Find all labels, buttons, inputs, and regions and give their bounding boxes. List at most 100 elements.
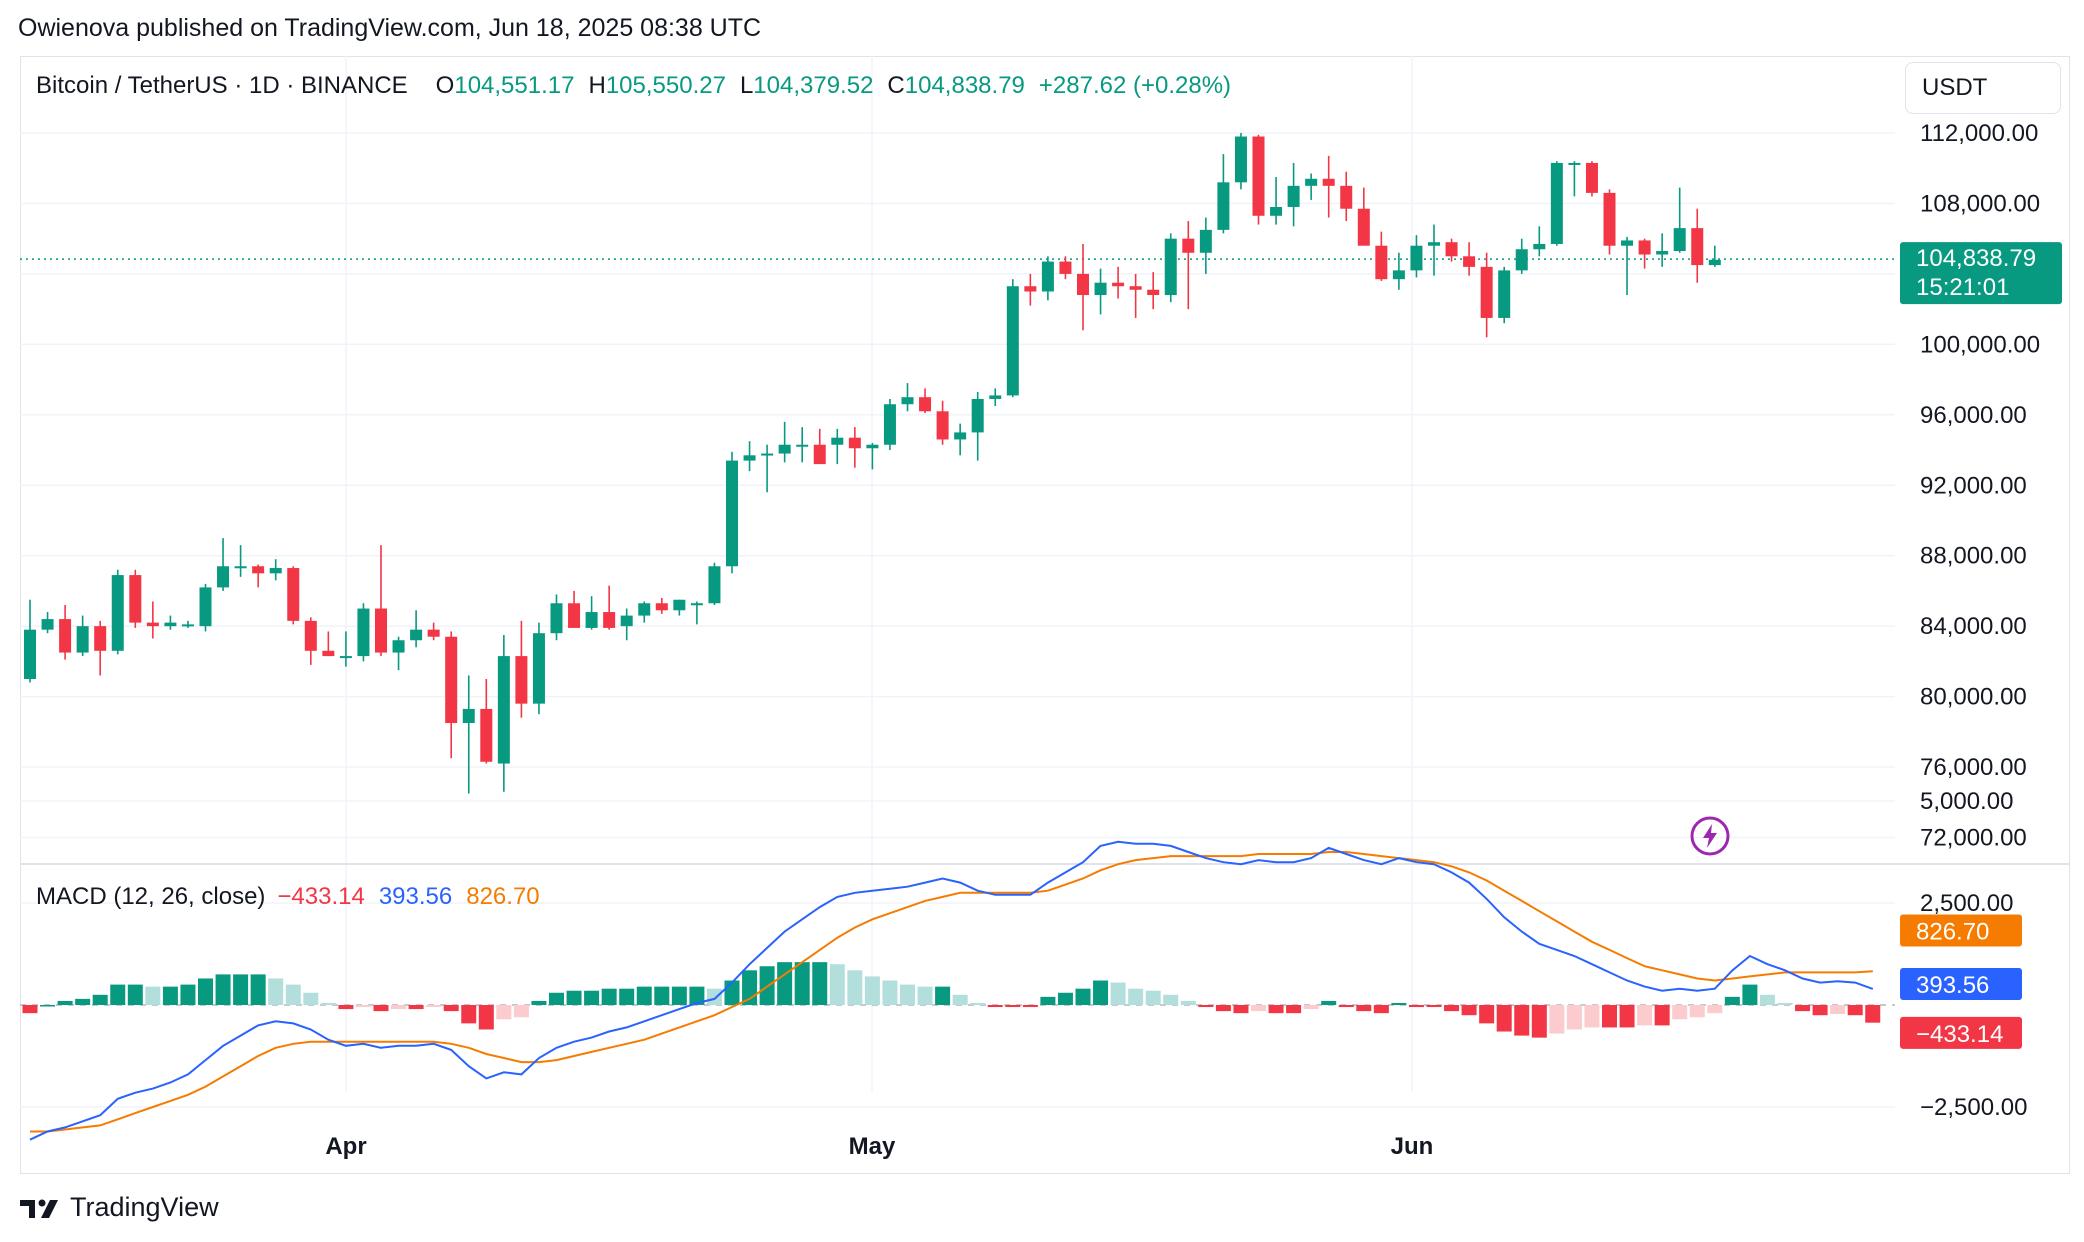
macd-histogram-bar [303, 992, 319, 1005]
open-value: 104,551.17 [454, 72, 575, 99]
currency-unit-selector[interactable]: USDT [1905, 62, 2061, 114]
price-axis-label: 72,000.00 [1920, 825, 2027, 852]
time-axis-label: Apr [325, 1133, 366, 1160]
macd-histogram-bar [1338, 1005, 1354, 1008]
axis-labels-group: 112,000.00 108,000.00 100,000.00 96,000.00 9… [325, 120, 2062, 1160]
candle-body [1515, 249, 1528, 271]
macd-histogram-bar [864, 976, 880, 1005]
candle-body [445, 636, 458, 724]
macd-histogram-bar [1321, 1000, 1337, 1005]
macd-histogram-bar [1531, 1005, 1547, 1038]
candle-body [708, 566, 721, 604]
macd-histogram-bar [127, 984, 143, 1005]
candle-body [761, 453, 774, 456]
macd-histogram-bar [1637, 1005, 1653, 1026]
candle-body [778, 444, 791, 454]
candle-body [1129, 286, 1142, 290]
candle-body [1059, 261, 1072, 274]
price-axis-label: 100,000.00 [1920, 331, 2040, 358]
candle-body [1480, 266, 1493, 318]
macd-histogram-bar [1303, 1005, 1319, 1010]
candle-body [638, 603, 651, 616]
candle-body [375, 608, 387, 653]
macd-histogram-bar [461, 1005, 477, 1024]
macd-histogram-bar [1268, 1005, 1284, 1014]
macd-histogram-bar [1724, 996, 1740, 1005]
candle-body [901, 397, 914, 405]
candle-body [690, 603, 703, 606]
macd-histogram-bar [1093, 980, 1109, 1005]
macd-title[interactable]: MACD (12, 26, close) [36, 883, 266, 910]
candle-body [339, 656, 352, 659]
candle-body [813, 444, 826, 465]
macd-histogram-bar [1356, 1005, 1372, 1012]
candle-body [726, 460, 738, 567]
macd-histogram-bar [355, 1005, 371, 1008]
ohlc-legend: Bitcoin / TetherUS · 1D · BINANCE O104,55… [36, 72, 1231, 100]
candle-body [1708, 259, 1721, 266]
macd-histogram-bar [566, 990, 582, 1005]
symbol-line[interactable]: Bitcoin / TetherUS · 1D · BINANCE [36, 72, 408, 99]
candle-body [603, 612, 616, 628]
candle-body [620, 615, 633, 627]
candle-body [883, 404, 896, 445]
lightning-icon[interactable] [1690, 816, 1730, 856]
candle-body [287, 568, 300, 621]
candle-body [1094, 282, 1107, 296]
macd-histogram-bar [777, 962, 793, 1005]
footer-brand[interactable]: TradingView [20, 1192, 219, 1223]
candle-body [1112, 282, 1125, 287]
candle-body [1305, 178, 1318, 186]
macd-histogram-bar [1707, 1005, 1723, 1014]
macd-histogram-bar [110, 984, 126, 1005]
macd-histogram-bar [1514, 1005, 1530, 1036]
macd-histogram-bar [706, 988, 722, 1005]
macd-histogram-bar [917, 986, 933, 1005]
macd-signal-tag-value: 826.70 [1916, 918, 1989, 945]
macd-histogram-bar [1128, 988, 1144, 1005]
macd-histogram-bar [1672, 1005, 1688, 1020]
close-label: C [887, 72, 905, 99]
macd-histogram-bar [531, 1000, 547, 1005]
candle-body [919, 397, 932, 412]
macd-histogram-bar [443, 1005, 459, 1012]
candle-body [936, 411, 949, 440]
candle-body [1568, 162, 1581, 165]
candle-body [1322, 178, 1335, 186]
close-value: 104,838.79 [904, 72, 1025, 99]
candle-body [1217, 182, 1230, 230]
candle-body [848, 437, 861, 449]
macd-histogram-bar [391, 1005, 407, 1010]
candle-body [24, 629, 36, 679]
grid-lines [20, 56, 2070, 1108]
price-axis-label: 96,000.00 [1920, 402, 2027, 429]
candle-body [410, 629, 423, 641]
price-axis-label: 108,000.00 [1920, 190, 2040, 217]
candle-body [971, 398, 984, 433]
macd-histogram-bar [1022, 1005, 1038, 1008]
last-price-tag-value: 104,838.79 [1916, 245, 2036, 272]
macd-histogram-bar [1795, 1005, 1811, 1012]
candle-body [1691, 228, 1704, 266]
macd-lines-group [29, 840, 1874, 1141]
candle-body [164, 622, 177, 627]
macd-histogram-bar [987, 1005, 1003, 1008]
macd-histogram-bar [496, 1005, 512, 1020]
candle-body [1533, 243, 1546, 250]
macd-histogram-bar [584, 990, 600, 1005]
publish-line: Owienova published on TradingView.com, J… [18, 14, 762, 42]
candle-body [743, 455, 756, 461]
candle-body [1638, 240, 1651, 255]
candle-body [199, 587, 212, 627]
macd-histogram-bar [549, 992, 564, 1005]
macd-axis-label: 2,500.00 [1920, 890, 2013, 917]
candle-body [550, 603, 563, 634]
macd-histogram-bar [882, 980, 898, 1005]
candle-body [111, 575, 124, 651]
candle-body [1392, 270, 1405, 280]
candle-body [1498, 270, 1511, 318]
candle-body [1252, 136, 1265, 216]
tradingview-logo-icon [20, 1199, 58, 1218]
macd-histogram-bar [1251, 1005, 1266, 1012]
